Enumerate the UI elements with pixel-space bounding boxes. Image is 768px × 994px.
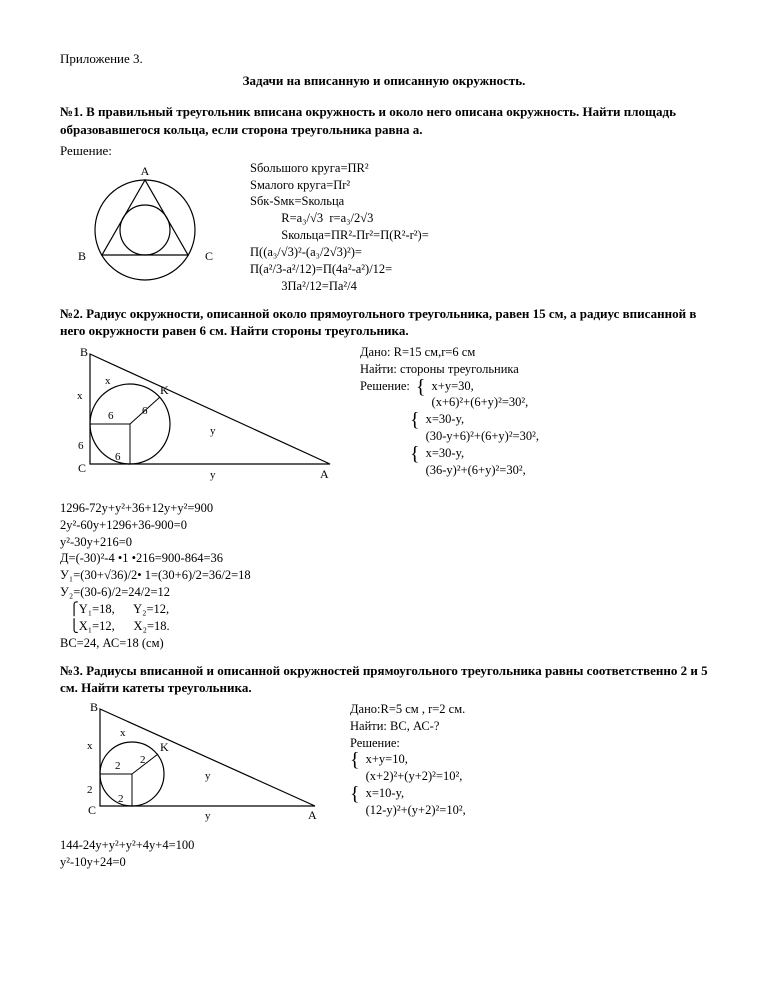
svg-text:x: x [87,740,93,752]
svg-text:y: y [210,469,216,481]
figure-1: A B C [60,160,230,290]
problem-3-calc: 144-24y+y²+y²+4y+4=100 y²-10y+24=0 [60,837,708,871]
svg-text:6: 6 [115,451,121,463]
svg-text:6: 6 [78,440,84,452]
svg-text:2: 2 [115,760,121,772]
svg-text:A: A [308,808,317,822]
svg-text:6: 6 [108,410,114,422]
page-title: Задачи на вписанную и описанную окружнос… [60,72,708,90]
svg-text:C: C [205,249,213,263]
problem-1-statement: №1. В правильный треугольник вписана окр… [60,103,708,138]
solution-label-1: Решение: [60,142,708,160]
figure-3: B C A K x x y 2 2 2 2 y [60,701,330,831]
problem-2-calc: 1296-72y+y²+36+12y+y²=900 2y²-60y+1296+3… [60,500,708,652]
svg-text:K: K [160,383,169,397]
svg-text:C: C [78,461,86,475]
svg-text:A: A [320,467,329,481]
svg-text:K: K [160,740,169,754]
svg-text:2: 2 [140,754,146,766]
appendix-label: Приложение 3. [60,50,708,68]
problem-2-statement: №2. Радиус окружности, описанной около п… [60,305,708,340]
problem-2-math: Дано: R=15 см,r=6 см Найти: стороны треу… [360,344,708,479]
svg-text:y: y [205,770,211,782]
svg-text:y: y [210,425,216,437]
svg-text:x: x [120,727,126,739]
problem-3-statement: №3. Радиусы вписанной и описанной окружн… [60,662,708,697]
svg-text:x: x [105,375,111,387]
svg-text:2: 2 [87,784,93,796]
problem-3-math: Дано:R=5 см , r=2 см. Найти: ВС, АС-? Ре… [350,701,708,819]
svg-text:2: 2 [118,793,124,805]
figure-2: B C A K x x y 6 6 6 6 y [60,344,340,494]
svg-text:B: B [78,249,86,263]
svg-text:C: C [88,803,96,817]
svg-text:6: 6 [142,405,148,417]
svg-text:A: A [141,164,150,178]
svg-text:x: x [77,390,83,402]
svg-text:B: B [90,701,98,714]
problem-1-math: Sбольшого круга=ПR² Sмалого круга=Пr² Sб… [250,160,708,295]
svg-text:B: B [80,345,88,359]
svg-text:y: y [205,810,211,822]
